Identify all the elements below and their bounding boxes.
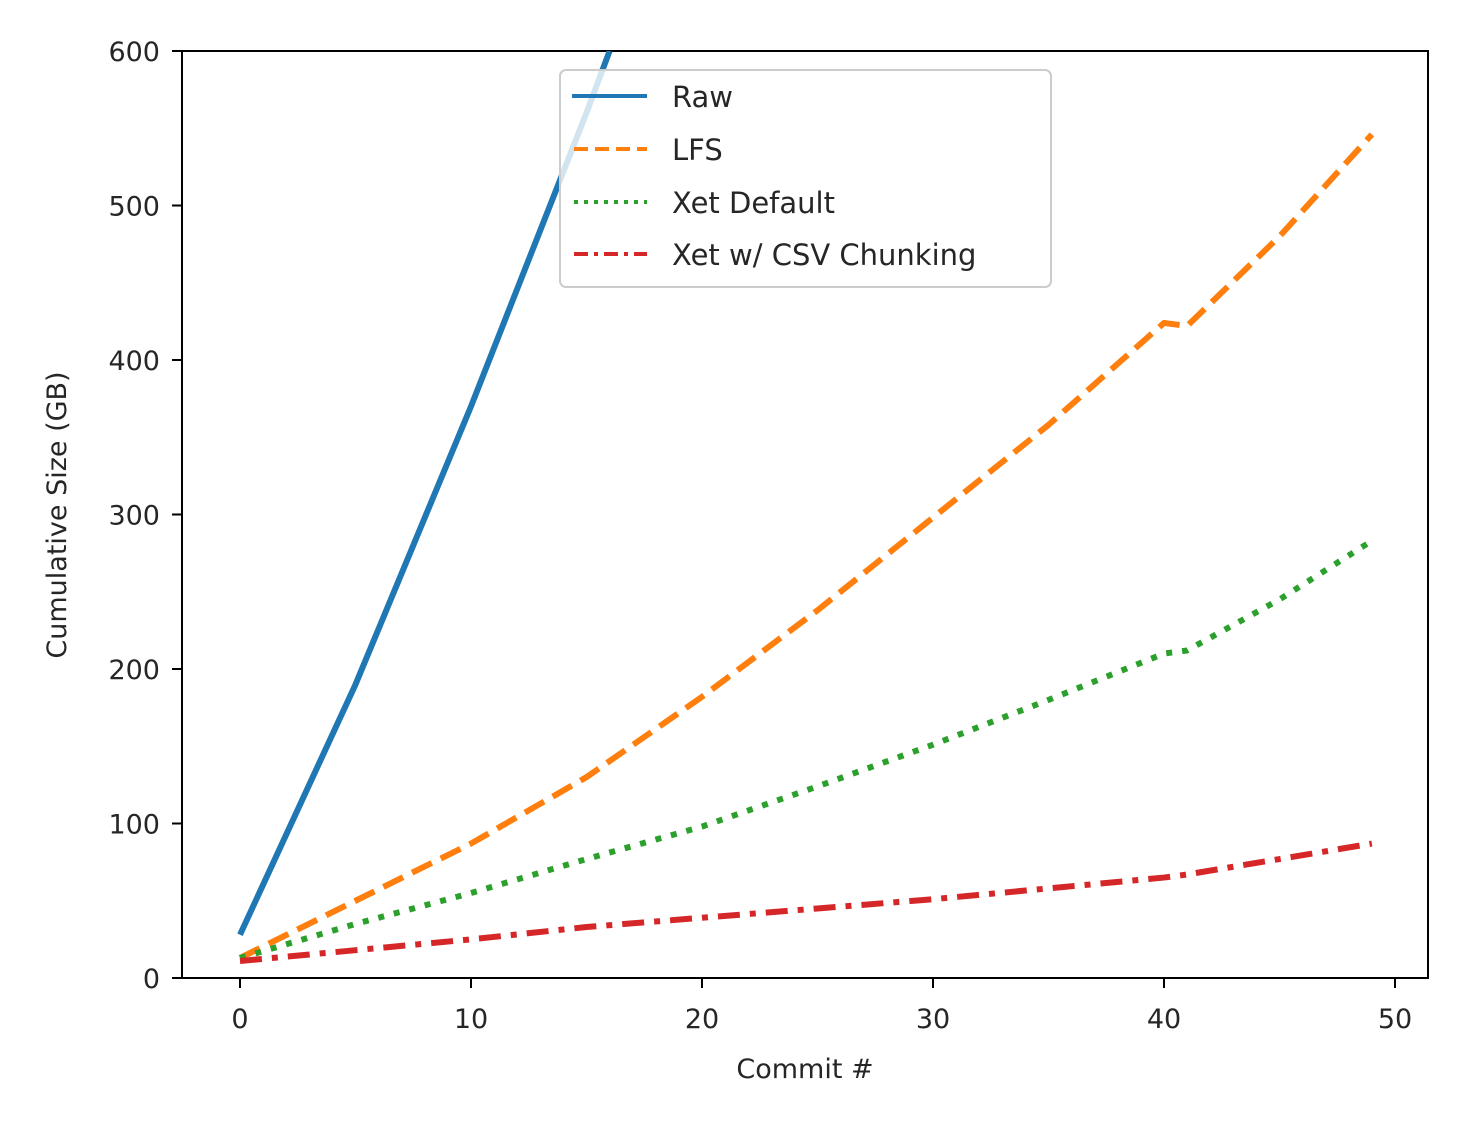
y-tick-label: 600 [108, 37, 160, 68]
legend-xet-csv-label: Xet w/ CSV Chunking [672, 238, 976, 272]
y-tick-label: 0 [143, 964, 160, 995]
x-tick-label: 10 [454, 1004, 488, 1035]
legend-box [559, 69, 1052, 288]
legend: Raw LFS Xet Default Xet w/ CSV Chunking [559, 69, 1052, 288]
series-xet-csv-line [239, 840, 1373, 964]
y-tick-label: 300 [108, 501, 160, 532]
y-tick-label: 500 [108, 192, 160, 223]
x-tick-label: 30 [916, 1004, 950, 1035]
y-tick-label: 100 [108, 810, 160, 841]
x-axis-label: Commit # [736, 1054, 873, 1085]
series-lfs-line [238, 132, 1375, 961]
legend-lfs-label: LFS [672, 133, 723, 167]
x-tick-label: 0 [231, 1004, 248, 1035]
y-tick-label: 200 [108, 655, 160, 686]
x-tick-label: 20 [685, 1004, 719, 1035]
y-tick-label: 400 [108, 346, 160, 377]
y-axis-label: Cumulative Size (GB) [42, 371, 73, 658]
x-axis: 0 10 20 30 40 50 [231, 978, 1412, 1035]
legend-raw-label: Raw [672, 80, 733, 114]
y-axis: 0 100 200 300 400 500 600 [108, 37, 182, 995]
x-tick-label: 50 [1378, 1004, 1412, 1035]
legend-xet-default-label: Xet Default [672, 186, 835, 220]
x-tick-label: 40 [1147, 1004, 1181, 1035]
